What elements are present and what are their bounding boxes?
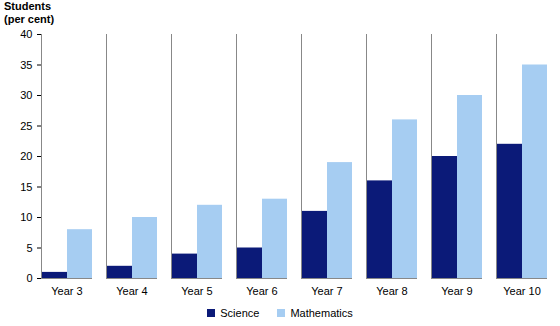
svg-text:Year 8: Year 8 xyxy=(376,285,407,297)
html-text:Mathematics: Mathematics xyxy=(290,307,353,319)
html-text:(per cent): (per cent) xyxy=(4,13,55,25)
svg-text:15: 15 xyxy=(20,181,32,193)
svg-text:Year 5: Year 5 xyxy=(181,285,212,297)
svg-text:35: 35 xyxy=(20,59,32,71)
svg-text:Year 6: Year 6 xyxy=(246,285,277,297)
svg-text:25: 25 xyxy=(20,120,32,132)
svg-text:5: 5 xyxy=(26,242,32,254)
html-text:Science: Science xyxy=(220,307,260,319)
svg-text:10: 10 xyxy=(20,211,32,223)
svg-text:40: 40 xyxy=(20,28,32,40)
svg-text:Year 9: Year 9 xyxy=(441,285,472,297)
html-text:Students: Students xyxy=(4,0,52,12)
svg-text:Year 10: Year 10 xyxy=(503,285,541,297)
svg-text:Year 7: Year 7 xyxy=(311,285,342,297)
svg-text:Year 3: Year 3 xyxy=(51,285,82,297)
svg-text:0: 0 xyxy=(26,272,32,284)
svg-text:Year 4: Year 4 xyxy=(116,285,147,297)
svg-text:20: 20 xyxy=(20,150,32,162)
svg-text:30: 30 xyxy=(20,89,32,101)
